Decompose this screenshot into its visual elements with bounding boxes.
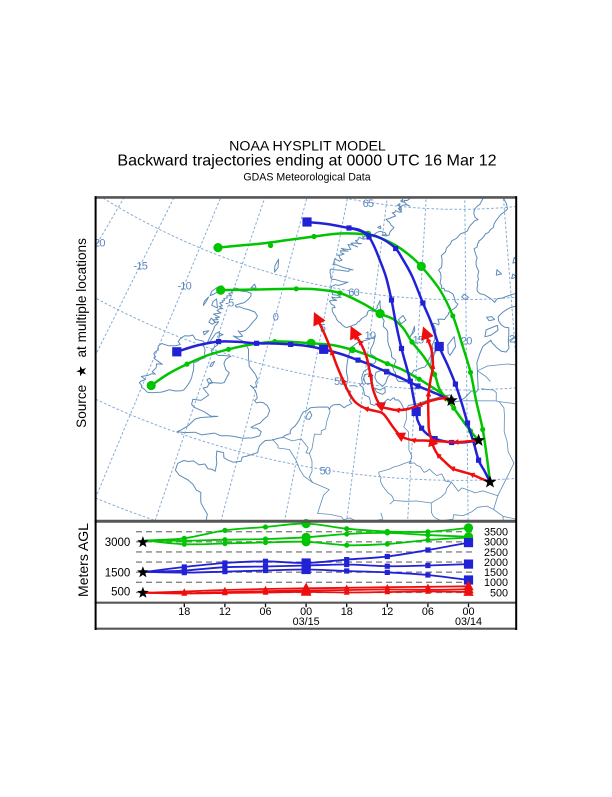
svg-text:2000: 2000 bbox=[484, 557, 508, 569]
svg-text:00: 00 bbox=[300, 606, 312, 618]
svg-text:25: 25 bbox=[509, 334, 520, 346]
svg-text:1000: 1000 bbox=[484, 577, 508, 589]
svg-text:50: 50 bbox=[320, 465, 331, 477]
svg-text:-5: -5 bbox=[225, 298, 234, 310]
svg-text:18: 18 bbox=[178, 606, 190, 618]
svg-text:00: 00 bbox=[462, 606, 474, 618]
svg-text:3500: 3500 bbox=[484, 527, 508, 539]
svg-text:3000: 3000 bbox=[105, 537, 131, 549]
svg-text:1500: 1500 bbox=[484, 567, 508, 579]
svg-text:GDAS Meteorological Data: GDAS Meteorological Data bbox=[243, 171, 370, 183]
svg-text:-10: -10 bbox=[177, 281, 191, 293]
svg-text:0: 0 bbox=[273, 312, 279, 324]
svg-text:2500: 2500 bbox=[484, 547, 508, 559]
svg-text:3000: 3000 bbox=[484, 537, 508, 549]
svg-text:-15: -15 bbox=[134, 261, 148, 273]
svg-text:12: 12 bbox=[381, 606, 393, 618]
svg-text:03/14: 03/14 bbox=[455, 616, 482, 628]
svg-text:NOAA HYSPLIT MODEL: NOAA HYSPLIT MODEL bbox=[229, 139, 386, 155]
svg-text:-20: -20 bbox=[91, 238, 105, 250]
svg-text:10: 10 bbox=[365, 330, 376, 342]
svg-text:Meters AGL: Meters AGL bbox=[75, 523, 91, 597]
svg-text:1500: 1500 bbox=[105, 568, 131, 580]
svg-text:Source ★ at multiple locatio: Source ★ at multiple locations bbox=[74, 238, 89, 428]
svg-text:06: 06 bbox=[422, 606, 434, 618]
svg-text:06: 06 bbox=[259, 606, 271, 618]
svg-text:18: 18 bbox=[341, 606, 353, 618]
svg-text:Backward trajectories ending a: Backward trajectories ending at 0000 UTC… bbox=[117, 152, 496, 170]
svg-text:60: 60 bbox=[348, 287, 359, 299]
svg-text:03/15: 03/15 bbox=[293, 616, 320, 628]
svg-text:12: 12 bbox=[219, 606, 231, 618]
svg-text:500: 500 bbox=[490, 587, 508, 599]
svg-text:500: 500 bbox=[111, 587, 130, 599]
svg-text:65: 65 bbox=[363, 198, 374, 210]
svg-text:20: 20 bbox=[461, 336, 472, 348]
